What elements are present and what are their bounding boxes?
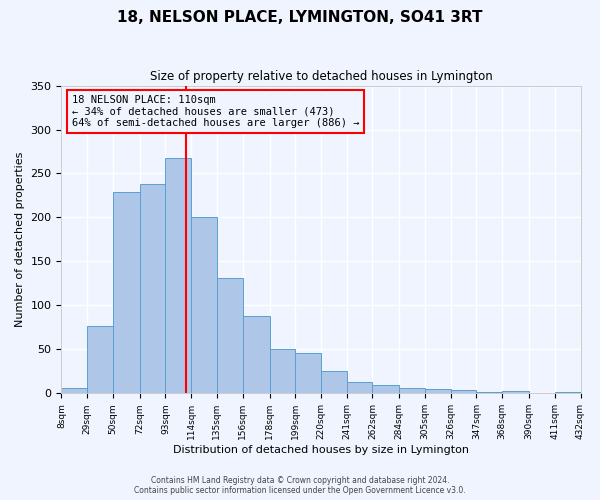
Text: 18, NELSON PLACE, LYMINGTON, SO41 3RT: 18, NELSON PLACE, LYMINGTON, SO41 3RT	[117, 10, 483, 25]
Bar	[502, 390, 529, 394]
Bar	[191, 216, 217, 394]
Bar	[295, 353, 321, 394]
Bar	[217, 278, 242, 394]
Text: Contains HM Land Registry data © Crown copyright and database right 2024.
Contai: Contains HM Land Registry data © Crown c…	[134, 476, 466, 495]
Bar	[242, 316, 269, 394]
Bar	[140, 184, 166, 394]
Bar	[400, 388, 425, 394]
Bar	[476, 392, 502, 394]
Bar	[555, 392, 581, 394]
Bar	[451, 390, 476, 394]
Bar	[347, 382, 373, 394]
Bar	[373, 384, 400, 394]
Bar	[425, 389, 451, 394]
X-axis label: Distribution of detached houses by size in Lymington: Distribution of detached houses by size …	[173, 445, 469, 455]
Bar	[269, 350, 295, 394]
Bar	[166, 158, 191, 394]
Title: Size of property relative to detached houses in Lymington: Size of property relative to detached ho…	[149, 70, 493, 83]
Y-axis label: Number of detached properties: Number of detached properties	[15, 152, 25, 327]
Bar	[321, 372, 347, 394]
Bar	[61, 388, 87, 394]
Bar	[113, 192, 140, 394]
Text: 18 NELSON PLACE: 110sqm
← 34% of detached houses are smaller (473)
64% of semi-d: 18 NELSON PLACE: 110sqm ← 34% of detache…	[72, 95, 359, 128]
Bar	[87, 326, 113, 394]
